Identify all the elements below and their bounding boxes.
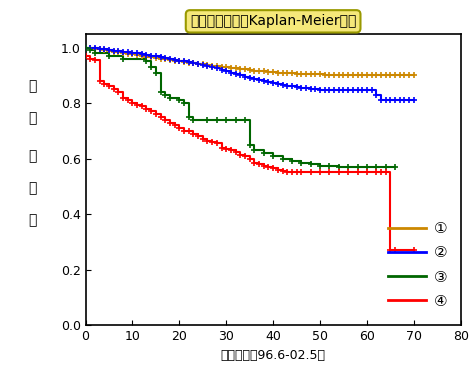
Text: 生: 生 (29, 149, 37, 163)
Text: 存: 存 (29, 181, 37, 195)
X-axis label: 観察月数（96.6-02.5）: 観察月数（96.6-02.5） (220, 349, 326, 362)
Text: 累: 累 (29, 79, 37, 93)
Legend: ①, ②, ③, ④: ①, ②, ③, ④ (381, 215, 453, 315)
Text: 率: 率 (29, 213, 37, 227)
Text: 積: 積 (29, 111, 37, 125)
Title: 無再発生存率（Kaplan-Meier法）: 無再発生存率（Kaplan-Meier法） (190, 14, 356, 28)
